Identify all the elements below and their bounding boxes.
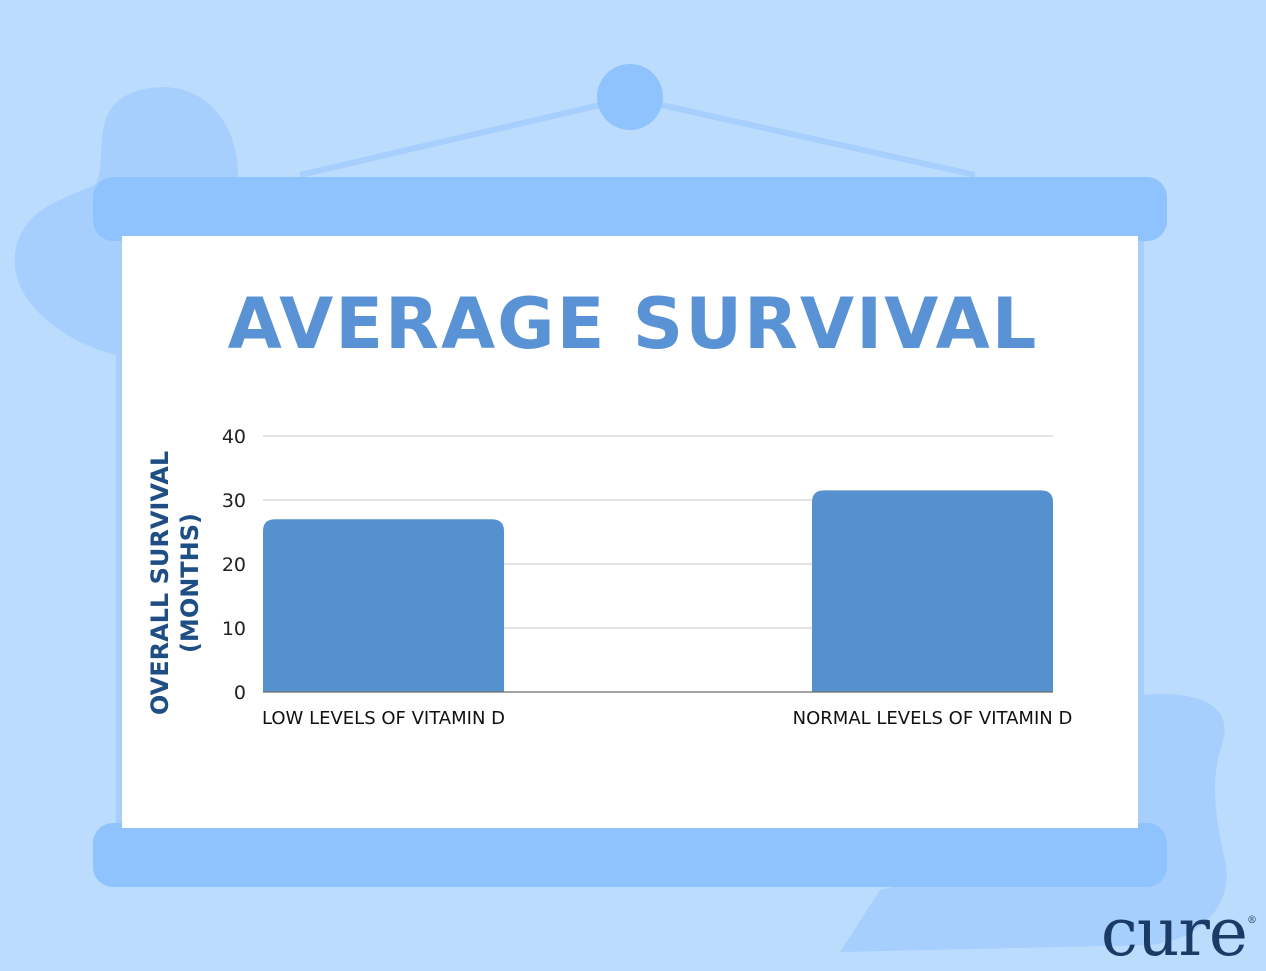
y-axis-label-line1: OVERALL SURVIVAL: [146, 451, 174, 715]
scroll-rod-bottom: [93, 823, 1167, 887]
hanging-string-right: [629, 95, 976, 178]
registered-mark: ®: [1247, 915, 1257, 926]
hanging-string-left: [299, 95, 631, 178]
hanging-pin: [597, 64, 663, 130]
blob-shape-right: [840, 694, 1227, 952]
y-tick-label: 40: [222, 426, 246, 448]
chart-title: AVERAGE SURVIVAL: [227, 283, 1039, 365]
bar: [812, 490, 1053, 692]
scroll-rod-top: [93, 177, 1167, 241]
logo-text: cure: [1100, 894, 1248, 971]
y-axis-label-line2: (MONTHS): [176, 513, 204, 653]
y-tick-label: 20: [222, 554, 246, 576]
cure-logo: cure®: [1101, 900, 1257, 966]
y-tick-label: 0: [234, 682, 246, 704]
y-tick-label: 30: [222, 490, 246, 512]
x-tick-label: LOW LEVELS OF VITAMIN D: [262, 708, 505, 729]
y-tick-label: 10: [222, 618, 246, 640]
bar: [263, 519, 504, 692]
y-axis-label: OVERALL SURVIVAL (MONTHS): [146, 451, 204, 715]
x-tick-label: NORMAL LEVELS OF VITAMIN D: [793, 708, 1073, 729]
